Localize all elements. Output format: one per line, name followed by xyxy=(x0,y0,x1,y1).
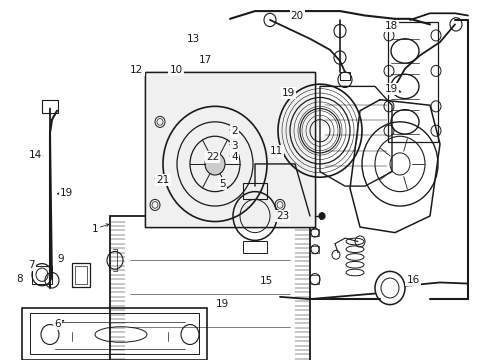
Bar xyxy=(243,183,266,199)
Bar xyxy=(72,262,90,287)
Bar xyxy=(145,72,314,227)
Bar xyxy=(110,216,309,360)
Text: 15: 15 xyxy=(259,276,273,286)
Text: 21: 21 xyxy=(156,175,169,185)
Bar xyxy=(387,22,437,142)
Text: 9: 9 xyxy=(58,254,64,264)
Text: 10: 10 xyxy=(169,65,182,75)
Circle shape xyxy=(204,153,224,175)
Bar xyxy=(30,314,199,355)
Text: 6: 6 xyxy=(54,319,61,329)
Bar xyxy=(243,242,266,253)
Circle shape xyxy=(318,213,325,219)
Text: 5: 5 xyxy=(219,179,225,189)
Text: 1: 1 xyxy=(92,224,99,234)
Text: 23: 23 xyxy=(275,211,289,221)
Text: 20: 20 xyxy=(290,11,303,21)
Text: 3: 3 xyxy=(231,141,238,151)
Bar xyxy=(145,72,314,227)
Text: 4: 4 xyxy=(231,152,238,162)
Text: 19: 19 xyxy=(60,188,73,198)
Text: 7: 7 xyxy=(28,260,35,270)
Text: 13: 13 xyxy=(186,34,200,44)
Text: 16: 16 xyxy=(406,275,419,285)
Text: 11: 11 xyxy=(269,146,283,156)
Bar xyxy=(22,308,206,360)
Text: 2: 2 xyxy=(231,126,238,136)
Bar xyxy=(42,100,58,113)
Text: 19: 19 xyxy=(215,299,229,309)
Text: 19: 19 xyxy=(384,84,397,94)
Text: 17: 17 xyxy=(198,55,212,66)
Text: 12: 12 xyxy=(130,65,143,75)
Bar xyxy=(32,266,52,284)
Text: 19: 19 xyxy=(281,88,295,98)
Bar xyxy=(145,72,314,227)
Text: 18: 18 xyxy=(384,21,397,31)
Text: 14: 14 xyxy=(28,150,42,160)
Text: 8: 8 xyxy=(16,274,23,284)
Bar xyxy=(75,266,87,284)
Text: 22: 22 xyxy=(205,152,219,162)
